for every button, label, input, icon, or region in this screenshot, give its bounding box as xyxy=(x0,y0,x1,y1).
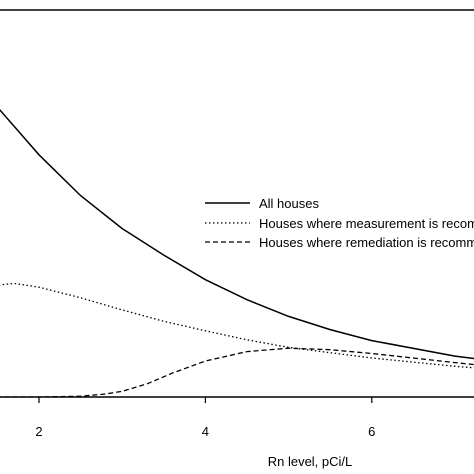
series-line-2 xyxy=(0,282,474,369)
legend-label-3: Houses where remediation is recommended xyxy=(259,235,474,250)
legend-label-2: Houses where measurement is recommended xyxy=(259,216,474,231)
series-group xyxy=(0,108,474,398)
legend: All houses Houses where measurement is re… xyxy=(205,196,474,250)
legend-label-1: All houses xyxy=(259,196,319,211)
plot-frame xyxy=(0,9,474,398)
x-axis-ticks: 24681012 xyxy=(35,397,375,439)
series-line-1 xyxy=(0,108,474,360)
x-axis-label: Rn level, pCi/L xyxy=(268,454,353,469)
x-tick-label: 4 xyxy=(202,424,209,439)
x-tick-label: 6 xyxy=(368,424,375,439)
x-tick-label: 2 xyxy=(35,424,42,439)
series-line-3 xyxy=(0,347,474,398)
